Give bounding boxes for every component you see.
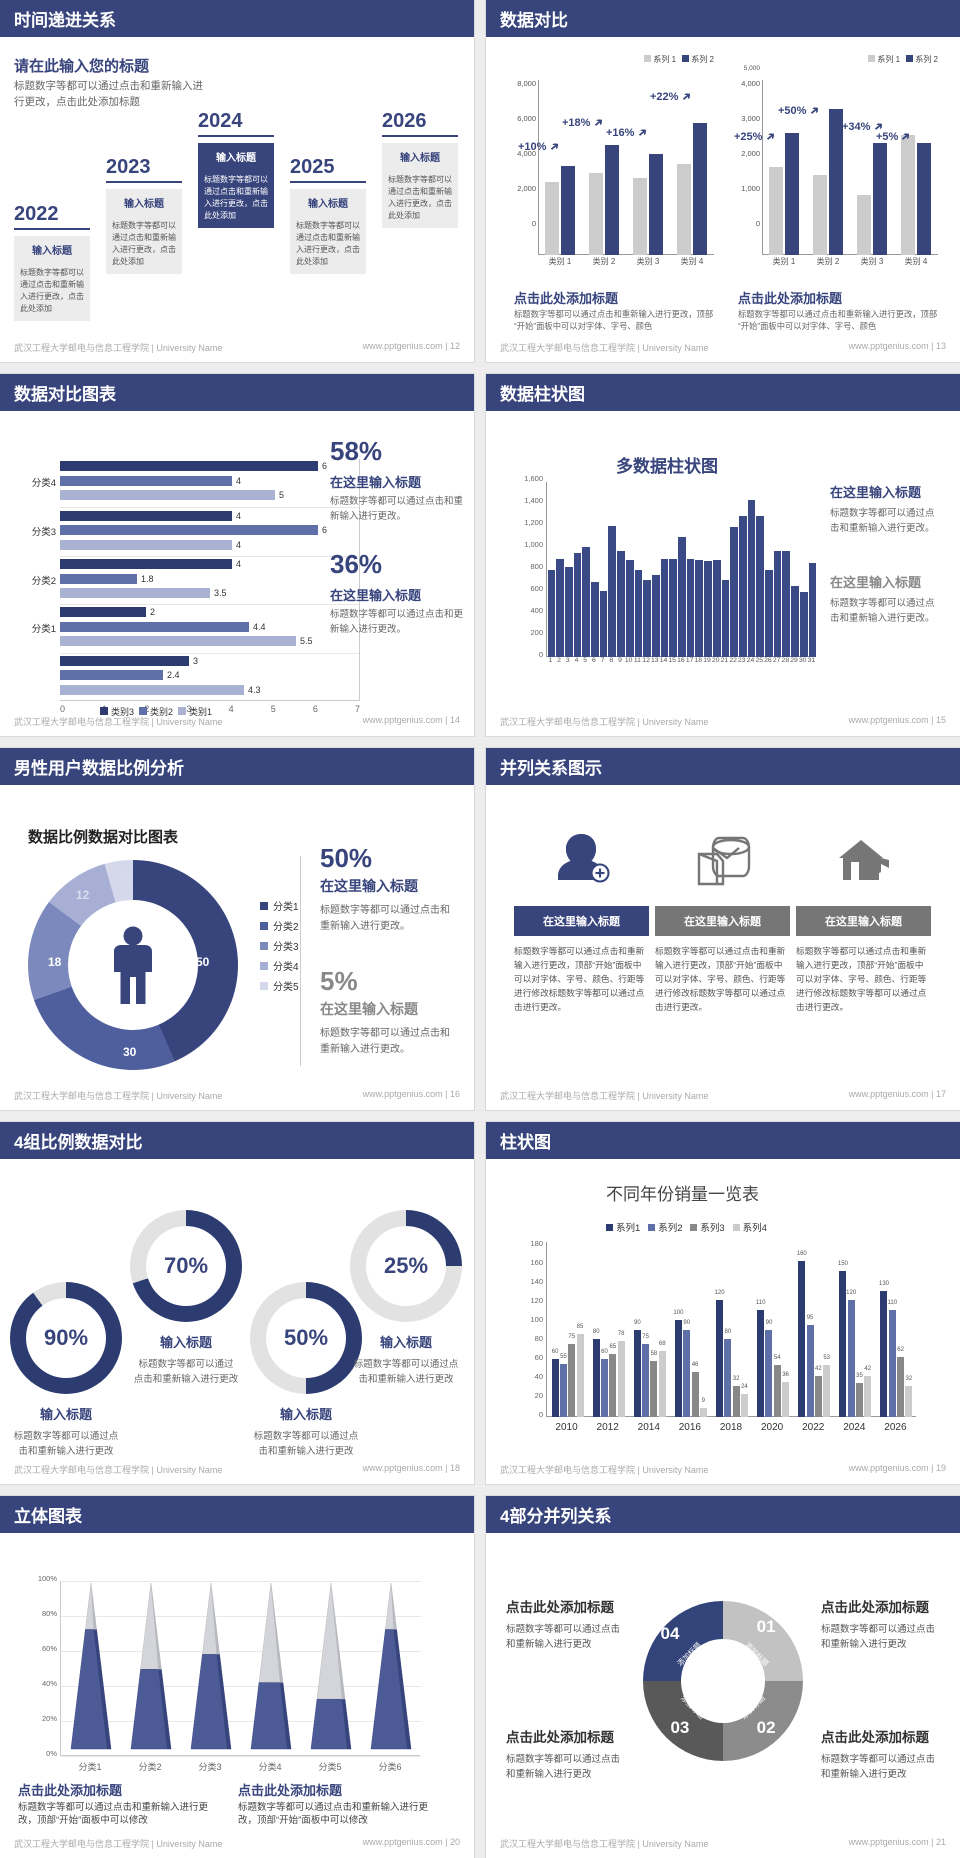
svg-text:01: 01 [757,1617,776,1636]
svg-text:03: 03 [670,1718,689,1737]
svg-text:02: 02 [757,1718,776,1737]
svg-text:04: 04 [661,1624,680,1643]
